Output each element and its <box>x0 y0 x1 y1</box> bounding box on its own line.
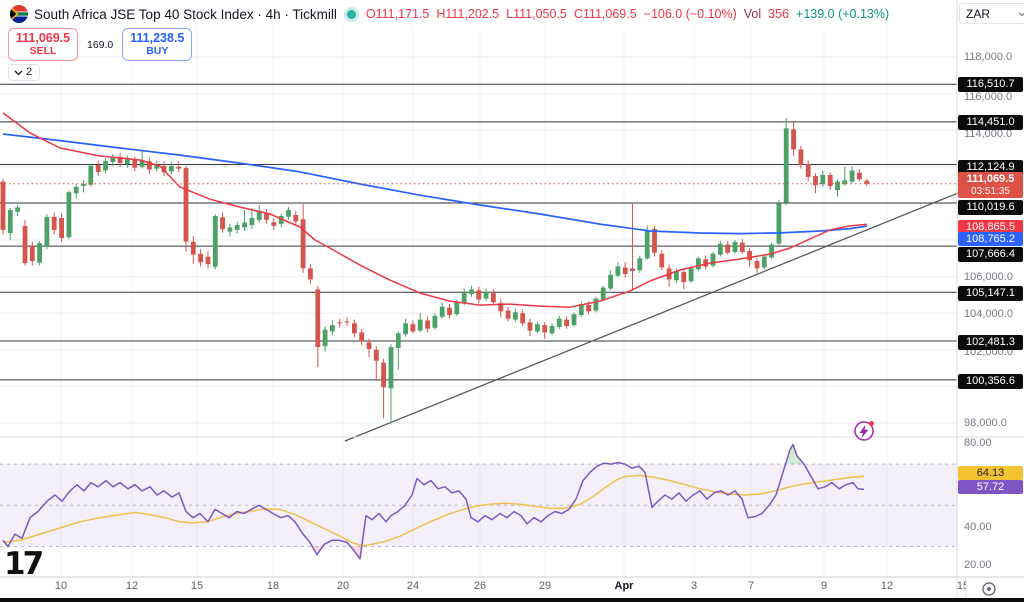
currency-selector[interactable]: ZAR <box>959 3 1024 24</box>
ohlc-segment: L111,050.5 <box>506 7 567 21</box>
time-label: 7 <box>747 580 755 592</box>
time-label: 20 <box>336 580 350 592</box>
buy-label: BUY <box>146 45 169 57</box>
ohlc-segment: H111,202.5 <box>436 7 500 21</box>
time-label: 10 <box>54 580 68 592</box>
currency-label: ZAR <box>966 6 990 21</box>
ohlc-values: O111,171.5 H111,202.5 L111,050.5 C111,069.5… <box>366 7 889 21</box>
last-price-value: 111,069.5 <box>966 173 1015 185</box>
bar-countdown: 03:51:35 <box>971 186 1010 197</box>
trade-panel: 111,069.5 SELL 169.0 111,238.5 BUY <box>8 28 193 61</box>
ohlc-segment: 356 <box>768 7 790 21</box>
time-label: 15 <box>956 580 966 592</box>
axis-tick: 118,000.0 <box>964 51 1013 63</box>
axis-tick: 106,000.0 <box>964 271 1013 283</box>
buy-button[interactable]: 111,238.5 BUY <box>122 28 193 61</box>
chart-legend: South Africa JSE Top 40 Stock Index · 4h… <box>10 5 889 23</box>
time-label: 9 <box>820 580 828 592</box>
spread-value: 169.0 <box>87 38 114 51</box>
axis-settings-icon[interactable] <box>981 581 997 602</box>
collapse-count: 2 <box>26 66 33 78</box>
ohlc-segment: Vol <box>743 7 762 21</box>
ohlc-segment: −106.0 (−0.10%) <box>643 7 737 21</box>
chevron-down-icon <box>14 70 23 75</box>
axis-tick: 104,000.0 <box>964 308 1013 320</box>
time-label: 24 <box>406 580 420 592</box>
ohlc-segment: +139.0 (+0.13%) <box>796 7 890 21</box>
level-price-label: 116,510.7 <box>958 77 1023 92</box>
time-label: Apr <box>614 580 634 592</box>
last-price-label: 111,069.5 03:51:35 <box>958 172 1023 198</box>
axis-tick: 98,000.0 <box>964 417 1007 429</box>
rsi-ma-line <box>2 474 865 547</box>
level-price-label: 100,356.6 <box>958 374 1023 389</box>
ma-price-label: 108,765.2 <box>958 232 1023 246</box>
time-label: 26 <box>473 580 487 592</box>
tradingview-logo: 17 <box>4 546 44 582</box>
sell-label: SELL <box>29 45 57 57</box>
time-label: 29 <box>538 580 552 592</box>
time-axis[interactable]: 10 12 15 18 20 24 26 29 Apr 3 7 9 12 15 <box>0 578 966 598</box>
buy-price: 111,238.5 <box>130 31 185 45</box>
ohlc-segment: O111,171.5 <box>365 7 430 21</box>
axis-tick: 80.00 <box>964 437 992 449</box>
level-price-label: 114,451.0 <box>958 115 1023 130</box>
axis-tick: 116,000.0 <box>964 91 1013 103</box>
time-label: 18 <box>266 580 280 592</box>
level-price-label: 107,666.4 <box>958 247 1023 262</box>
market-status-icon[interactable] <box>346 9 356 19</box>
axis-tick: 20.00 <box>964 559 992 571</box>
level-price-label: 112,124.9 <box>958 160 1023 175</box>
level-price-label: 110,019.6 <box>958 200 1023 215</box>
events-lightning-icon[interactable] <box>854 421 874 441</box>
rsi-value-label: 64.13 <box>958 466 1023 480</box>
time-label: 3 <box>690 580 698 592</box>
sell-button[interactable]: 111,069.5 SELL <box>8 28 78 61</box>
time-label: 12 <box>125 580 139 592</box>
sell-price: 111,069.5 <box>15 31 71 45</box>
level-price-label: 105,147.1 <box>958 286 1023 301</box>
time-label: 15 <box>190 580 204 592</box>
symbol-title[interactable]: South Africa JSE Top 40 Stock Index · 4h… <box>34 6 337 22</box>
axis-tick: 40.00 <box>964 521 992 533</box>
ma-slow-line <box>2 133 868 235</box>
ohlc-segment: C111,069.5 <box>573 7 637 21</box>
legend-collapse-button[interactable]: 2 <box>8 64 41 81</box>
axis-tick: 114,000.0 <box>964 128 1013 140</box>
ma-fast-line <box>2 112 868 308</box>
time-label: 12 <box>880 580 894 592</box>
level-price-label: 102,481.3 <box>958 335 1023 350</box>
price-axis[interactable]: ZAR 118,000.0 116,000.0 114,000.0 106,000.0… <box>957 0 1024 577</box>
rsi-line <box>2 443 865 560</box>
chevron-down-icon <box>1018 11 1024 16</box>
south-africa-flag-icon <box>10 5 28 23</box>
rsi-value-label: 57.72 <box>958 480 1023 494</box>
ma-price-label: 108,865.5 <box>958 220 1023 234</box>
